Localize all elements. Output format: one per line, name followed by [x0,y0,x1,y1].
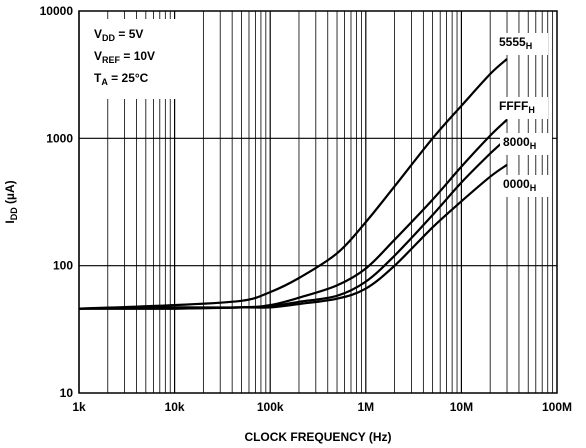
series-label-bg [496,97,548,119]
series-group [78,58,508,310]
series-label-bg [500,175,552,197]
condition-text: VDD = 5V [94,27,143,43]
x-tick-label: 10k [165,400,185,414]
tick-labels: 1k 10k 100k 1M 10M 100M 10 100 1000 10000 [40,4,572,414]
x-tick-label: 1M [357,400,374,414]
series-label: FFFFH [499,99,535,115]
series-line [78,58,508,310]
x-tick-label: 100M [542,400,572,414]
y-axis-title-unit: (µA) [3,180,17,207]
y-tick-label: 10 [60,386,74,400]
series-label-bg [496,33,548,55]
conditions-box: VDD = 5V VREF = 10V TA = 25°C [87,19,177,99]
x-axis-title: CLOCK FREQUENCY (Hz) [244,430,391,444]
y-tick-label: 1000 [46,131,73,145]
series-label: 8000H [503,135,536,151]
y-tick-label: 100 [53,259,73,273]
conditions-box-bg [87,19,177,99]
series-line [78,137,508,310]
x-tick-label: 10M [450,400,473,414]
series-labels: 5555H FFFFH 8000H 0000H [496,33,552,197]
series-label: 0000H [503,177,536,193]
y-tick-label: 10000 [40,4,74,18]
series-label-bg [500,133,552,155]
series-label: 5555H [499,35,532,51]
y-axis-title-sub: DD [9,207,19,220]
x-tick-label: 100k [257,400,284,414]
condition-text: TA = 25°C [94,71,149,87]
series-line [78,163,508,310]
plot-frame [78,10,558,394]
x-tick-label: 1k [72,400,86,414]
y-axis-title-main: I [3,220,17,223]
condition-text: VREF = 10V [94,49,155,65]
y-axis-title: IDD (µA) [3,180,19,223]
